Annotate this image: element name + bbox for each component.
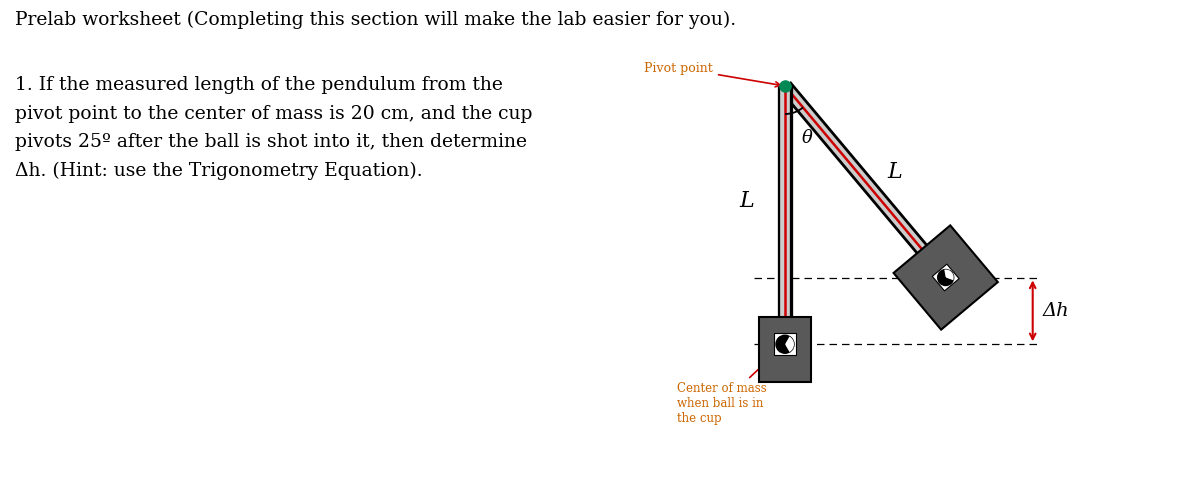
Text: 1. If the measured length of the pendulum from the
pivot point to the center of : 1. If the measured length of the pendulu… [14, 76, 533, 180]
Wedge shape [785, 336, 794, 352]
Text: Center of mass
when ball is in
the cup: Center of mass when ball is in the cup [677, 347, 781, 425]
Text: Pivot point: Pivot point [644, 62, 780, 87]
Circle shape [942, 277, 946, 281]
Text: L: L [739, 190, 755, 212]
Circle shape [780, 342, 785, 347]
Text: Δh: Δh [1043, 302, 1069, 320]
Text: L: L [887, 161, 902, 183]
Bar [760, 317, 811, 382]
Bar [774, 333, 796, 355]
Polygon shape [932, 264, 959, 291]
Polygon shape [894, 226, 998, 330]
Circle shape [937, 270, 954, 285]
Text: Prelab worksheet (Completing this section will make the lab easier for you).: Prelab worksheet (Completing this sectio… [14, 11, 736, 29]
Circle shape [776, 335, 794, 353]
Wedge shape [944, 270, 954, 280]
Text: θ: θ [802, 129, 812, 147]
